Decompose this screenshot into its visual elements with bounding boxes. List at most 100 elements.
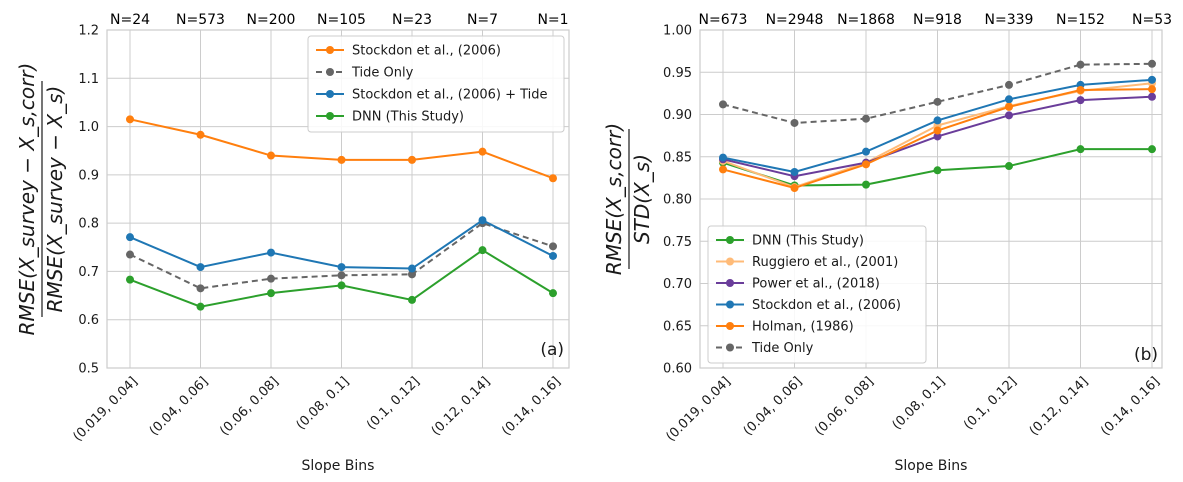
y-tick-label: 0.9 — [78, 168, 99, 183]
data-point — [933, 132, 942, 141]
x-tick-label: (0.06, 0.08] — [812, 374, 877, 439]
y-tick-label: 0.70 — [663, 277, 692, 292]
x-tick-labels-a: (0.019, 0.04] (0.04, 0.06] (0.06, 0.08] (0.… — [70, 374, 563, 444]
count-label: N=673 — [699, 12, 748, 28]
data-point — [267, 248, 275, 257]
data-point — [126, 115, 134, 124]
y-axis-label-b: RMSE(X_s,corr) STD(X_s) — [602, 123, 654, 275]
y-tick-labels-a: 0.5 0.6 0.7 0.8 0.9 1.0 1.1 1.2 — [78, 24, 99, 377]
count-label: N=200 — [247, 12, 296, 28]
x-tick-labels-b: (0.019, 0.04] (0.04, 0.06] (0.06, 0.08] (0.… — [663, 374, 1162, 444]
legend-label: Holman, (1986) — [752, 320, 854, 335]
y-axis-label-numerator-a: RMSE(X_survey − X_s,corr) — [15, 63, 39, 336]
data-point — [267, 274, 275, 283]
legend-label: Power et al., (2018) — [752, 277, 880, 292]
legend-label: Stockdon et al., (2006) — [352, 44, 501, 59]
x-tick-label: (0.12, 0.14] — [429, 374, 494, 439]
data-point — [549, 174, 557, 183]
panel-label-b: (b) — [1134, 345, 1158, 365]
count-label: N=23 — [392, 12, 432, 28]
count-label: N=7 — [467, 12, 498, 28]
count-label: N=573 — [176, 12, 225, 28]
count-label: N=918 — [913, 12, 962, 28]
data-point — [719, 165, 727, 174]
x-tick-label: (0.019, 0.04] — [663, 374, 733, 444]
y-tick-label: 0.80 — [663, 193, 692, 208]
x-tick-label: (0.08, 0.1] — [890, 374, 949, 433]
x-tick-label: (0.04, 0.06] — [147, 374, 212, 439]
data-point — [549, 251, 557, 260]
data-point — [126, 275, 134, 284]
count-label: N=1868 — [837, 12, 895, 28]
y-tick-label: 0.95 — [663, 66, 692, 81]
data-point — [1076, 96, 1085, 105]
data-point — [126, 250, 134, 259]
data-point — [196, 263, 205, 272]
data-point — [933, 166, 942, 175]
count-label: N=1 — [537, 12, 568, 28]
x-tick-label: (0.1, 0.12] — [961, 374, 1020, 433]
data-point — [337, 281, 346, 290]
y-tick-label: 0.60 — [663, 362, 692, 377]
data-point — [267, 289, 275, 298]
data-point — [719, 100, 727, 109]
data-point — [1076, 145, 1085, 154]
legend-label: Stockdon et al., (2006) + Tide — [352, 88, 548, 103]
y-tick-label: 0.6 — [78, 313, 99, 328]
data-point — [790, 184, 799, 193]
legend-marker — [726, 322, 734, 330]
legend-marker — [726, 279, 734, 287]
data-point — [408, 155, 416, 164]
legend-label: Tide Only — [351, 66, 414, 81]
data-point — [337, 263, 346, 272]
y-tick-label: 0.75 — [663, 235, 692, 250]
data-point — [790, 118, 799, 127]
data-point — [408, 295, 416, 304]
count-label: N=339 — [985, 12, 1034, 28]
panel-label-a: (a) — [540, 340, 564, 360]
data-point — [126, 233, 134, 242]
y-axis-label-denominator-a: RMSE(X_survey − X_s) — [43, 86, 67, 313]
data-point — [337, 271, 346, 280]
legend-marker — [326, 112, 334, 120]
data-point — [1148, 85, 1156, 94]
count-labels-b: N=673 N=2948 N=1868 N=918 N=339 N=152 N=53 — [699, 12, 1172, 28]
data-point — [1076, 85, 1085, 94]
data-point — [1005, 102, 1013, 111]
data-point — [196, 302, 205, 311]
count-labels-a: N=24 N=573 N=200 N=105 N=23 N=7 N=1 — [110, 12, 569, 28]
data-point — [408, 270, 416, 279]
count-label: N=105 — [317, 12, 366, 28]
x-tick-label: (0.06, 0.08] — [217, 374, 282, 439]
data-point — [1005, 162, 1013, 171]
x-axis-label-a: Slope Bins — [302, 458, 375, 474]
x-tick-label: (0.14, 0.16] — [1098, 374, 1163, 439]
data-point — [408, 264, 416, 273]
legend-marker — [726, 300, 734, 309]
count-label: N=2948 — [766, 12, 824, 28]
y-tick-label: 1.1 — [78, 72, 99, 87]
legend-marker — [326, 90, 334, 98]
y-tick-label: 0.85 — [663, 150, 692, 165]
count-label: N=24 — [110, 12, 150, 28]
legend-label: Stockdon et al., (2006) — [752, 298, 901, 313]
y-axis-label-denominator-b: STD(X_s) — [630, 154, 654, 244]
legend-marker — [726, 257, 734, 266]
series-group-b — [719, 59, 1156, 193]
x-tick-label: (0.08, 0.1] — [294, 374, 353, 433]
legend-marker — [726, 343, 734, 352]
y-tick-label: 1.00 — [663, 24, 692, 39]
count-label: N=152 — [1056, 12, 1105, 28]
y-tick-label: 0.8 — [78, 217, 99, 232]
y-tick-label: 0.65 — [663, 319, 692, 334]
y-tick-label: 0.5 — [78, 362, 99, 377]
data-point — [933, 126, 942, 135]
data-point — [549, 242, 557, 251]
y-tick-label: 0.7 — [78, 265, 99, 280]
data-point — [337, 155, 346, 164]
legend-b: DNN (This Study) Ruggiero et al., (2001) P… — [707, 225, 927, 364]
data-point — [1148, 92, 1156, 101]
data-point — [862, 160, 870, 169]
data-point — [267, 151, 275, 160]
